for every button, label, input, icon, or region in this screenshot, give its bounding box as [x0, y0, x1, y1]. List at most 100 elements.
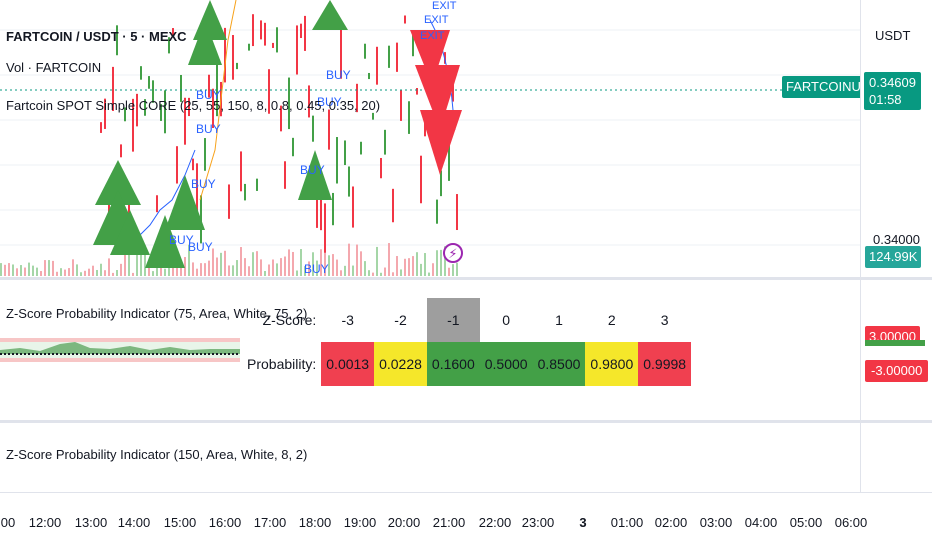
candle — [376, 46, 378, 85]
volume-bar — [152, 271, 154, 276]
candle — [404, 15, 406, 24]
candle — [236, 62, 238, 70]
symbol-legend[interactable]: FARTCOIN / USDT · 5 · MEXC — [6, 29, 187, 44]
candle — [388, 45, 390, 68]
buy-triangle — [95, 160, 141, 205]
candle — [144, 99, 146, 116]
candle — [252, 14, 254, 47]
pane-separator[interactable] — [0, 420, 932, 423]
main-chart-pane[interactable]: ⚡ BUY BUY BUY BUY BUY BUY BUY BUY BUY EX… — [0, 0, 891, 278]
volume-bar — [232, 265, 234, 276]
volume-bar — [400, 269, 402, 276]
buy-label: BUY — [317, 95, 342, 109]
ma-line-orange — [199, 0, 237, 201]
volume-bar — [172, 265, 174, 276]
volume-bar — [84, 270, 86, 276]
candle — [256, 178, 258, 191]
sell-triangle — [410, 30, 450, 85]
candle — [324, 203, 326, 253]
time-tick: 05:00 — [789, 515, 823, 530]
indicator-pane-1[interactable]: Z-Score Probability Indicator (75, Area,… — [0, 280, 860, 420]
volume-bar — [244, 258, 246, 276]
sell-triangle — [415, 65, 460, 130]
indicator-scale-top: 3.00000 — [865, 326, 920, 342]
volume-bar — [132, 272, 134, 276]
candle — [192, 158, 194, 171]
volume-bar — [216, 257, 218, 276]
volume-bar — [276, 263, 278, 276]
volume-bar — [284, 256, 286, 276]
indicator-scale-2[interactable] — [860, 423, 932, 492]
buy-label: BUY — [326, 68, 351, 82]
volume-bar — [136, 243, 138, 276]
volume-bar — [344, 265, 346, 276]
strategy-legend[interactable]: Fartcoin SPOT Simple CORE (25, 55, 150, … — [6, 98, 381, 113]
sell-triangle — [420, 110, 462, 175]
alert-marker[interactable] — [443, 243, 463, 263]
volume-bar — [444, 246, 446, 276]
volume-bar — [48, 260, 50, 276]
indicator2-legend[interactable]: Z-Score Probability Indicator (150, Area… — [6, 447, 308, 462]
last-price-tag: 0.34609 01:58 — [864, 72, 921, 110]
time-tick: 04:00 — [744, 515, 778, 530]
candle — [344, 140, 346, 166]
volume-bar — [4, 264, 6, 276]
candle — [244, 183, 246, 201]
candle — [332, 192, 334, 226]
volume-bar — [364, 261, 366, 276]
volume-bar — [164, 268, 166, 276]
candle — [384, 129, 386, 155]
volume-bar — [112, 272, 114, 276]
volume-bar — [376, 246, 378, 276]
candle — [364, 43, 366, 59]
volume-bar — [80, 272, 82, 276]
volume-legend[interactable]: Vol · FARTCOIN — [6, 60, 102, 75]
probability-cell: 0.0013 — [321, 342, 375, 386]
indicator-scale-1[interactable]: 3.00000 -3.00000 — [860, 280, 932, 420]
volume-bar — [332, 254, 334, 276]
candle — [292, 137, 294, 157]
volume-bar — [300, 249, 302, 276]
indicator1-legend[interactable]: Z-Score Probability Indicator (75, Area,… — [6, 306, 308, 321]
volume-bar — [304, 266, 306, 276]
volume-bar — [264, 270, 266, 276]
buy-triangle — [165, 175, 205, 230]
volume-bar — [256, 251, 258, 276]
volume-bar — [140, 250, 142, 276]
volume-bar — [196, 268, 198, 276]
volume-bar — [64, 269, 66, 276]
price-scale[interactable]: USDT 0.34609 01:58 0.34000 124.99K — [860, 0, 932, 278]
indicator-pane-2[interactable]: Z-Score Probability Indicator (150, Area… — [0, 423, 860, 492]
volume-bar — [20, 265, 22, 276]
volume-bar — [308, 261, 310, 276]
time-tick: 12:00 — [28, 515, 62, 530]
candle — [416, 88, 418, 95]
candle — [316, 189, 318, 228]
volume-bar — [204, 263, 206, 276]
pane-separator[interactable] — [0, 277, 932, 280]
candle — [172, 28, 174, 36]
volume-bar — [340, 270, 342, 276]
time-axis[interactable]: 00 12:00 13:00 14:00 15:00 16:00 17:00 18:00 19:… — [0, 492, 932, 551]
volume-bar — [360, 251, 362, 276]
volume-bar — [404, 258, 406, 276]
volume-bar — [260, 259, 262, 276]
candle — [360, 141, 362, 155]
candle — [136, 93, 138, 127]
buy-label: BUY — [304, 262, 329, 276]
volume-bar — [100, 263, 102, 276]
price-chart[interactable]: ⚡ — [0, 0, 860, 278]
buy-triangle — [188, 20, 222, 65]
volume-bar — [16, 268, 18, 276]
volume-bar — [108, 258, 110, 276]
candle — [296, 25, 298, 75]
buy-label: BUY — [169, 233, 194, 247]
time-tick: 06:00 — [834, 515, 868, 530]
candle — [288, 77, 290, 130]
time-tick: 03:00 — [699, 515, 733, 530]
currency-label[interactable]: USDT — [875, 28, 911, 43]
buy-triangle — [145, 215, 185, 268]
volume-bar — [428, 272, 430, 276]
candle — [412, 30, 414, 57]
time-tick: 02:00 — [654, 515, 688, 530]
